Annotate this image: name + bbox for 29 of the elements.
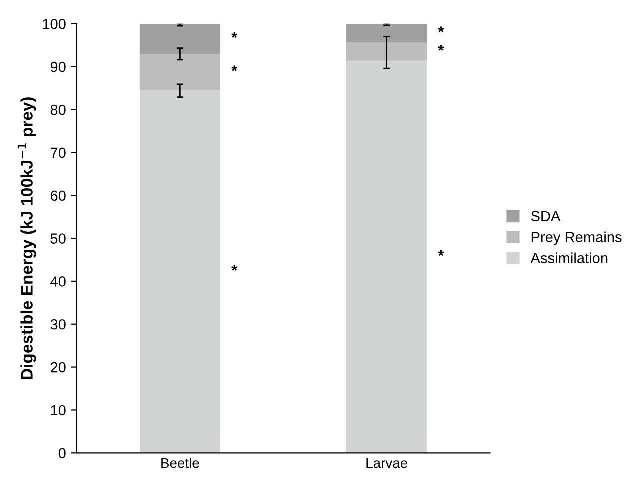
y-tick-label: 80 (50, 104, 66, 116)
annotation: * (438, 45, 444, 51)
y-tick-label: 50 (50, 234, 66, 244)
y-tick-label: 20 (50, 362, 66, 373)
y-tick-label: 10 (51, 405, 66, 416)
annotation: * (232, 66, 238, 72)
bar (140, 90, 220, 454)
y-tick-label: 100 (43, 19, 66, 30)
bar (346, 24, 428, 43)
y-tick-label: 60 (50, 190, 66, 202)
y-tick-label: 70 (50, 148, 66, 158)
y-tick-label: 90 (50, 62, 66, 72)
x-tick-label: Larvae (366, 458, 408, 468)
bar (346, 60, 428, 454)
bar (140, 24, 220, 54)
annotation: * (438, 250, 444, 256)
legend-label: SDA (531, 211, 561, 222)
annotation: * (232, 265, 238, 271)
annotation: * (232, 32, 238, 38)
y-tick-label: 30 (50, 319, 66, 330)
y-tick-label: 40 (50, 276, 66, 287)
bar (346, 42, 428, 61)
bar (140, 54, 220, 90)
y-tick-label: 0 (58, 448, 66, 459)
y-axis-title: Digestible Energy (kJ 100kJ$^{−1}$ prey) (18, 98, 36, 380)
x-tick-label: Beetle (162, 458, 200, 468)
legend-label: Prey Remains (532, 232, 622, 246)
legend-label: Assimilation (530, 252, 608, 264)
annotation: * (438, 26, 444, 32)
